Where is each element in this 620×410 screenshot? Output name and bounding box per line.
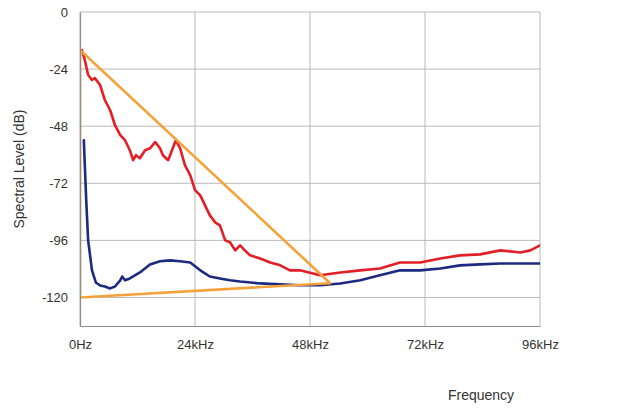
- y-grid-line: [80, 183, 540, 184]
- y-tick-label: 0: [61, 5, 68, 20]
- x-tick-label: 24kHz: [177, 337, 214, 352]
- background: [0, 0, 620, 410]
- y-tick-label: -48: [49, 119, 68, 134]
- x-tick: 96kHz: [522, 326, 559, 352]
- y-tick-label: -72: [49, 176, 68, 191]
- x-tick-label: 96kHz: [522, 337, 559, 352]
- plot: 0Hz 24kHz 48kHz 72kHz 96kHz -120 -96 -72 -48 -24 0: [42, 5, 559, 353]
- x-grid-line: [195, 12, 196, 326]
- y-tick: -24: [49, 62, 80, 77]
- y-axis-title: Spectral Level (dB): [11, 109, 27, 228]
- y-tick: 0: [61, 5, 80, 20]
- x-tick: 24kHz: [177, 326, 214, 352]
- chart: 0Hz24kHz48kHz72kHz96kHz-120-96-72-48-240…: [0, 0, 620, 410]
- x-tick-label: 72kHz: [407, 337, 444, 352]
- y-tick: -48: [49, 119, 80, 134]
- y-grid-line: [80, 126, 540, 127]
- x-axis-line: [81, 326, 541, 327]
- grid: [80, 12, 540, 326]
- y-tick: -96: [49, 233, 80, 248]
- x-grid-line: [540, 12, 541, 326]
- x-axis-title: Frequency: [448, 387, 514, 403]
- x-tick: 0Hz: [69, 326, 92, 352]
- y-grid-line: [80, 297, 540, 298]
- series-group: [80, 50, 540, 297]
- series-line: [80, 50, 330, 297]
- x-tick: 72kHz: [407, 326, 444, 352]
- x-tick-label: 0Hz: [69, 337, 92, 352]
- x-tick-label: 48kHz: [292, 337, 329, 352]
- x-tick: 48kHz: [292, 326, 329, 352]
- y-grid-line: [80, 240, 540, 241]
- y-tick-label: -96: [49, 233, 68, 248]
- y-axis: -120 -96 -72 -48 -24 0: [42, 5, 81, 327]
- y-tick-label: -120: [42, 290, 68, 305]
- x-axis: 0Hz 24kHz 48kHz 72kHz 96kHz: [69, 326, 559, 352]
- y-grid-line: [80, 69, 540, 70]
- y-tick: -120: [42, 290, 80, 305]
- y-tick-label: -24: [49, 62, 68, 77]
- y-grid-line: [80, 12, 540, 13]
- y-tick: -72: [49, 176, 80, 191]
- x-grid-line: [80, 12, 81, 326]
- x-grid-line: [310, 12, 311, 326]
- y-axis-line: [80, 13, 81, 327]
- x-grid-line: [425, 12, 426, 326]
- series-line: [82, 50, 540, 275]
